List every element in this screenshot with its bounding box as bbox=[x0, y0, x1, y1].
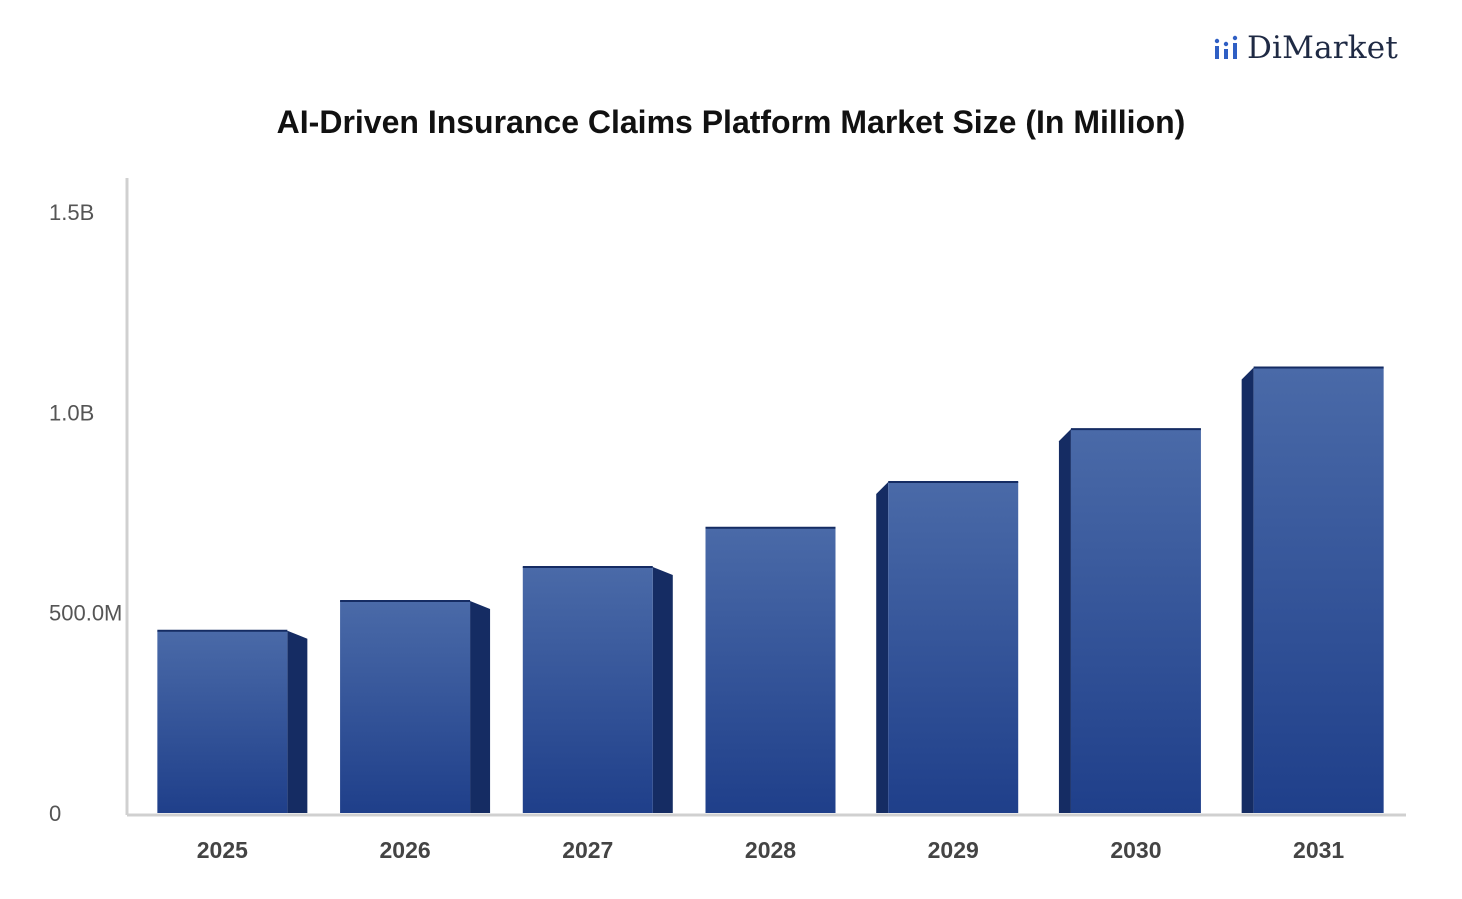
bar-2030 bbox=[1070, 429, 1201, 813]
brand-name: DiMarket bbox=[1247, 30, 1398, 66]
x-tick-label: 2025 bbox=[197, 837, 248, 863]
y-tick-label: 1.5B bbox=[49, 200, 94, 225]
bar-2028 bbox=[705, 527, 836, 813]
y-tick-label: 0 bbox=[49, 801, 61, 826]
y-tick-label: 1.0B bbox=[49, 400, 94, 425]
bar-side-2031 bbox=[1241, 367, 1254, 813]
bar-2029 bbox=[888, 482, 1019, 813]
x-tick-label: 2028 bbox=[745, 837, 796, 863]
x-tick-label: 2031 bbox=[1293, 837, 1344, 863]
bar-side-2025 bbox=[287, 630, 308, 813]
brand-logo: DiMarket bbox=[1213, 30, 1398, 66]
y-tick-label: 500.0M bbox=[49, 601, 122, 626]
bar-chart-icon bbox=[1214, 35, 1238, 59]
bar-2026 bbox=[340, 601, 471, 813]
x-tick-label: 2030 bbox=[1110, 837, 1161, 863]
x-tick-label: 2029 bbox=[928, 837, 979, 863]
bar-side-2030 bbox=[1058, 429, 1071, 813]
chart-title: AI-Driven Insurance Claims Platform Mark… bbox=[276, 104, 1186, 140]
bar-side-2027 bbox=[652, 566, 673, 813]
bar-2027 bbox=[522, 566, 653, 813]
x-tick-label: 2027 bbox=[562, 837, 613, 863]
bar-2031 bbox=[1253, 367, 1384, 813]
x-tick-label: 2026 bbox=[379, 837, 430, 863]
bar-side-2026 bbox=[470, 601, 491, 813]
bar-2025 bbox=[157, 630, 288, 813]
bar-side-2029 bbox=[876, 482, 889, 813]
